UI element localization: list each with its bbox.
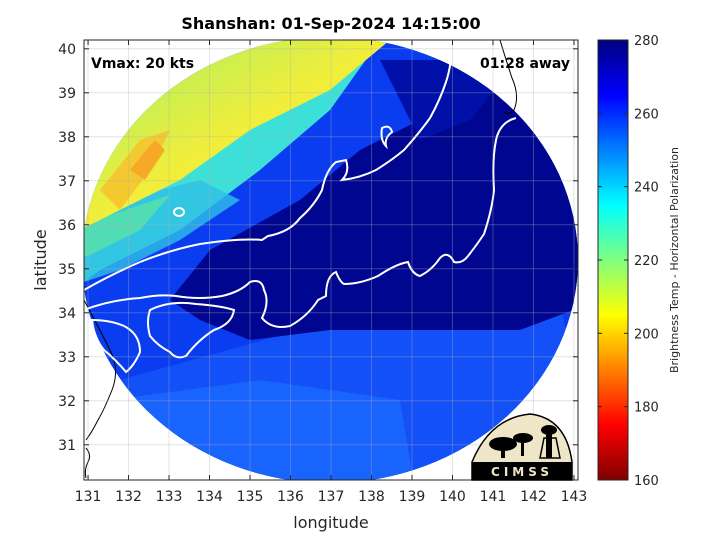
x-tick-label: 139	[399, 489, 426, 505]
y-ticks: 31 32 33 34 35 36 37 38 39 40	[58, 42, 578, 454]
y-tick-label: 34	[58, 306, 76, 322]
x-tick-label: 142	[520, 489, 547, 505]
cimss-logo: CIMSS	[471, 413, 573, 481]
colorbar-tick-label: 260	[634, 107, 659, 122]
x-tick-label: 132	[115, 489, 142, 505]
x-tick-label: 136	[277, 489, 304, 505]
logo-text: CIMSS	[491, 465, 553, 479]
colorbar-ticks: 160 180 200 220 240 260 280	[598, 34, 659, 489]
x-tick-label: 133	[156, 489, 183, 505]
colorbar-tick-label: 180	[634, 401, 659, 416]
x-tick-label: 137	[318, 489, 345, 505]
y-tick-label: 35	[58, 262, 76, 278]
time-away-annotation: 01:28 away	[480, 56, 570, 72]
colorbar-tick-label: 220	[634, 254, 659, 269]
colorbar-label: Brightness Temp - Horizontal Polarizatio…	[668, 147, 681, 373]
coastline-japan	[84, 40, 517, 374]
y-tick-label: 32	[58, 394, 76, 410]
colorbar-tick-label: 240	[634, 181, 659, 196]
x-tick-label: 143	[561, 489, 588, 505]
y-tick-label: 36	[58, 218, 76, 234]
x-axis-label: longitude	[293, 513, 368, 532]
vmax-annotation: Vmax: 20 kts	[91, 56, 194, 72]
x-ticks: 131 132 133 134 135 136 137 138 139 140 141 142 143	[75, 40, 588, 505]
y-tick-label: 38	[58, 130, 76, 146]
x-tick-label: 135	[237, 489, 264, 505]
chart-title: Shanshan: 01-Sep-2024 14:15:00	[181, 14, 480, 33]
y-axis-label: latitude	[31, 229, 50, 290]
colorbar-tick-label: 200	[634, 327, 659, 342]
x-tick-label: 134	[196, 489, 223, 505]
x-tick-label: 138	[358, 489, 385, 505]
microwave-swath	[84, 40, 578, 480]
y-tick-label: 39	[58, 86, 76, 102]
x-tick-label: 141	[480, 489, 507, 505]
gridlines	[84, 40, 578, 480]
colorbar	[597, 39, 629, 481]
y-tick-label: 37	[58, 174, 76, 190]
coastline-outside	[84, 40, 518, 479]
colorbar-tick-label: 280	[634, 34, 659, 49]
y-tick-label: 33	[58, 350, 76, 366]
y-tick-label: 31	[58, 438, 76, 454]
colorbar-tick-label: 160	[634, 474, 659, 489]
x-tick-label: 131	[75, 489, 102, 505]
y-tick-label: 40	[58, 42, 76, 58]
x-tick-label: 140	[439, 489, 466, 505]
